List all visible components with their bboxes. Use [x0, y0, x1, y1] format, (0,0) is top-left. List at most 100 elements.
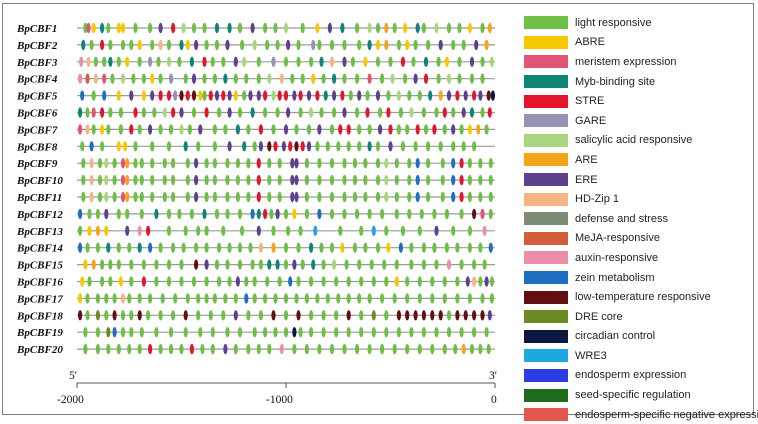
- legend-item: ARE: [524, 150, 752, 170]
- cis-element-marker: [252, 293, 257, 304]
- cis-element-marker: [227, 90, 232, 101]
- cis-element-marker: [355, 22, 360, 34]
- cis-element-marker: [298, 327, 303, 338]
- cis-element-marker: [106, 242, 111, 253]
- cis-element-marker: [248, 90, 253, 101]
- cis-element-marker: [191, 22, 197, 34]
- legend-item: endosperm expression: [524, 366, 752, 386]
- cis-element-marker: [296, 276, 301, 287]
- cis-element-marker: [309, 242, 314, 253]
- legend-swatch: [524, 271, 568, 285]
- cis-element-marker: [91, 259, 96, 270]
- cis-element-marker: [158, 90, 163, 101]
- cis-element-marker: [421, 22, 426, 34]
- cis-element-marker: [415, 191, 420, 203]
- cis-element-marker: [457, 22, 462, 34]
- cis-element-marker: [388, 124, 393, 135]
- gene-label: BpCBF15: [16, 260, 63, 272]
- cis-element-marker: [237, 327, 243, 338]
- cis-element-marker: [336, 141, 341, 152]
- cis-element-marker: [432, 242, 437, 253]
- cis-element-marker: [342, 158, 347, 169]
- gene-label: BpCBF14: [16, 243, 63, 255]
- cis-element-marker: [380, 73, 385, 84]
- legend-label: defense and stress: [575, 212, 668, 225]
- cis-element-marker: [283, 56, 289, 67]
- cis-element-marker: [240, 39, 245, 51]
- cis-element-marker: [340, 90, 345, 101]
- cis-element-marker: [183, 310, 188, 321]
- cis-element-marker: [363, 56, 368, 67]
- cis-element-marker: [459, 208, 464, 220]
- cis-element-marker: [290, 158, 295, 169]
- cis-element-marker: [83, 327, 88, 338]
- cis-element-marker: [233, 310, 238, 321]
- cis-element-marker: [154, 208, 159, 220]
- cis-element-marker: [150, 141, 155, 152]
- cis-element-marker: [150, 73, 155, 84]
- cis-element-marker: [436, 56, 441, 67]
- cis-element-marker: [444, 208, 449, 220]
- cis-element-marker: [89, 191, 94, 203]
- cis-element-marker: [371, 310, 376, 321]
- cis-element-marker: [120, 158, 126, 169]
- cis-element-marker: [214, 39, 220, 51]
- cis-element-marker: [237, 107, 243, 118]
- legend-item: ERE: [524, 170, 752, 190]
- cis-element-marker: [355, 208, 360, 220]
- cis-element-marker: [317, 174, 322, 186]
- cis-element-marker: [334, 310, 339, 321]
- cis-element-marker: [423, 56, 429, 67]
- cis-element-marker: [432, 208, 437, 220]
- cis-element-marker: [212, 141, 217, 152]
- cis-element-marker: [484, 327, 489, 338]
- cis-element-marker: [488, 174, 493, 186]
- cis-element-marker: [421, 310, 426, 321]
- gene-label: BpCBF8: [16, 141, 58, 153]
- cis-element-marker: [256, 73, 261, 84]
- cis-element-marker: [446, 22, 452, 34]
- gene-label: BpCBF16: [16, 277, 63, 289]
- cis-element-marker: [380, 343, 385, 355]
- cis-element-marker: [323, 90, 328, 101]
- cis-element-marker: [214, 259, 220, 270]
- cis-element-marker: [346, 293, 351, 304]
- cis-element-marker: [104, 293, 109, 304]
- three-prime-label: 3': [489, 370, 497, 382]
- legend-swatch: [524, 231, 568, 245]
- cis-element-marker: [300, 22, 305, 34]
- cis-element-marker: [233, 73, 238, 84]
- cis-element-marker: [438, 310, 443, 321]
- cis-element-marker: [171, 174, 176, 186]
- legend-item: zein metabolism: [524, 268, 752, 288]
- cis-element-marker: [100, 107, 105, 118]
- gene-label: BpCBF5: [16, 91, 58, 103]
- cis-element-marker: [100, 39, 105, 51]
- cis-element-marker: [482, 225, 487, 236]
- cis-element-marker: [133, 107, 138, 118]
- legend-item: GARE: [524, 111, 752, 131]
- cis-element-marker: [246, 310, 251, 321]
- cis-element-marker: [235, 191, 240, 203]
- cis-element-marker: [85, 293, 90, 304]
- cis-element-marker: [120, 327, 126, 338]
- cis-element-marker: [487, 22, 492, 34]
- cis-element-marker: [484, 124, 489, 135]
- cis-element-marker: [409, 259, 414, 270]
- cis-element-marker: [342, 343, 347, 355]
- cis-element-marker: [116, 259, 121, 270]
- cis-element-marker: [166, 276, 172, 287]
- cis-element-marker: [246, 343, 251, 355]
- cis-element-marker: [294, 141, 299, 152]
- cis-element-marker: [455, 293, 460, 304]
- legend-item: defense and stress: [524, 209, 752, 229]
- cis-element-marker: [283, 327, 289, 338]
- cis-element-marker: [398, 242, 403, 253]
- cis-element-marker: [246, 191, 251, 203]
- cis-element-marker: [78, 107, 83, 118]
- cis-element-marker: [332, 90, 337, 101]
- cis-element-marker: [100, 276, 105, 287]
- cis-element-marker: [108, 56, 113, 67]
- cis-element-marker: [467, 242, 472, 253]
- cis-element-marker: [244, 276, 249, 287]
